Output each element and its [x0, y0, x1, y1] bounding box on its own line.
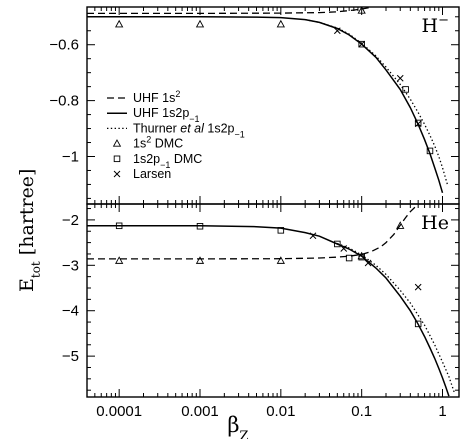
data-point-square — [402, 86, 409, 93]
data-point-cross — [414, 283, 422, 291]
data-point-square — [334, 240, 341, 248]
data-point-square — [277, 227, 285, 234]
data-point-square — [414, 320, 422, 328]
series-line-dotted — [337, 242, 455, 393]
y-tick-label: −3 — [62, 257, 79, 274]
legend-label: 1s2 DMC — [133, 135, 183, 151]
series-line-solid — [87, 225, 450, 397]
x-tick-label: 0.1 — [351, 403, 372, 420]
legend-label: UHF 1s2 — [133, 89, 180, 105]
data-point-triangle — [276, 256, 285, 264]
panel-label: He — [421, 212, 449, 234]
y-axis-label: Etot [hartree] — [16, 169, 43, 292]
data-point-triangle — [115, 256, 124, 264]
legend-entry: UHF 1s2p−1 — [107, 106, 200, 124]
data-point-square — [414, 119, 422, 127]
panel-h-minus: −0.6 −0.8 −1 H− — [49, 6, 460, 205]
x-tick-label: 0.0001 — [96, 403, 142, 420]
series-group — [87, 7, 449, 194]
legend-label: Larsen — [133, 167, 171, 181]
legend-entry: UHF 1s2 — [107, 89, 180, 105]
legend-marker — [112, 139, 122, 147]
data-point-cross — [414, 120, 422, 128]
data-point-cross — [358, 40, 366, 48]
data-point-triangle — [115, 19, 124, 28]
data-point-square — [358, 40, 365, 48]
data-point-cross — [396, 74, 404, 82]
panel-he: −2 −3 −4 −5 0.0001 0.001 0.01 0.1 1 He — [62, 203, 460, 420]
x-axis-label: βZ — [227, 413, 248, 439]
series-line-dotted — [305, 18, 449, 185]
legend-marker — [113, 170, 121, 178]
y-tick-label: −1 — [62, 148, 79, 165]
data-point-triangle — [195, 256, 205, 264]
x-tick-label: 0.001 — [181, 403, 219, 420]
data-point-square — [115, 222, 123, 230]
y-tick-label: −2 — [62, 212, 79, 229]
data-point-cross — [333, 27, 341, 35]
data-point-square — [196, 223, 204, 230]
legend-entry: 1s2 DMC — [112, 135, 183, 151]
legend-label: UHF 1s2p−1 — [133, 106, 200, 124]
legend-marker — [113, 155, 121, 163]
data-point-cross — [364, 259, 372, 267]
y-tick-label: −4 — [62, 303, 79, 320]
panel-label: H− — [422, 13, 449, 37]
data-point-cross — [340, 245, 348, 252]
y-tick-label: −0.6 — [49, 37, 79, 54]
data-point-triangle — [357, 251, 366, 260]
data-point-square — [358, 253, 365, 261]
legend-label: 1s2p−1 DMC — [133, 152, 202, 170]
legend-label: Thurner et al 1s2p−1 — [133, 121, 245, 139]
series-line-solid — [87, 16, 444, 194]
series-group — [87, 204, 455, 397]
y-tick-label: −0.8 — [49, 93, 79, 110]
y-tick-label: −5 — [62, 348, 79, 365]
data-point-square — [426, 147, 434, 155]
data-point-triangle — [276, 19, 285, 28]
legend-entry: Thurner et al 1s2p−1 — [107, 121, 245, 139]
legend-entry: Larsen — [113, 167, 171, 181]
data-point-square — [345, 254, 353, 262]
data-point-triangle — [195, 19, 205, 28]
legend-entry: 1s2p−1 DMC — [113, 152, 202, 170]
data-point-triangle — [357, 7, 366, 14]
axis-labels: Etot [hartree] βZ — [16, 169, 249, 439]
series-line-dashed — [87, 204, 419, 260]
data-point-cross — [309, 232, 317, 240]
x-tick-label: 0.01 — [266, 403, 295, 420]
x-tick-label: 1 — [438, 403, 446, 420]
data-point-triangle — [396, 221, 405, 229]
series-line-dashed — [87, 7, 376, 15]
